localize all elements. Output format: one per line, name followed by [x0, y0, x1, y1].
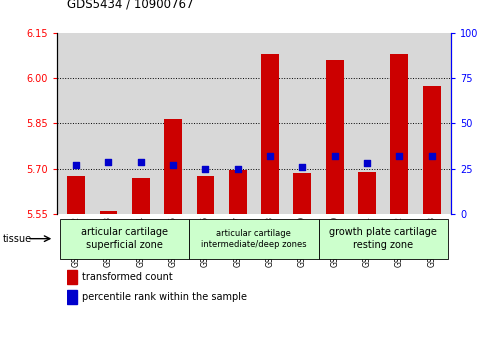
- Bar: [293, 174, 311, 214]
- Point: [137, 159, 144, 164]
- Point: [72, 162, 80, 168]
- Bar: [423, 86, 441, 214]
- Bar: [132, 178, 150, 214]
- Point: [202, 166, 210, 172]
- Text: tissue: tissue: [2, 234, 32, 244]
- Text: articular cartilage
intermediate/deep zones: articular cartilage intermediate/deep zo…: [201, 229, 307, 249]
- Point: [234, 166, 242, 172]
- Point: [331, 153, 339, 159]
- Bar: [326, 60, 344, 214]
- Text: percentile rank within the sample: percentile rank within the sample: [82, 292, 247, 302]
- Bar: [67, 176, 85, 214]
- Bar: [358, 172, 376, 214]
- Point: [266, 153, 274, 159]
- Point: [298, 164, 306, 170]
- Text: GDS5434 / 10900767: GDS5434 / 10900767: [67, 0, 193, 11]
- Bar: [318, 219, 448, 259]
- Point: [169, 162, 177, 168]
- Bar: [67, 290, 77, 304]
- Bar: [189, 219, 318, 259]
- Point: [395, 153, 403, 159]
- Bar: [164, 119, 182, 214]
- Bar: [261, 54, 279, 214]
- Bar: [100, 211, 117, 214]
- Text: growth plate cartilage
resting zone: growth plate cartilage resting zone: [329, 228, 437, 250]
- Bar: [197, 176, 214, 214]
- Text: transformed count: transformed count: [82, 272, 173, 282]
- Point: [105, 159, 112, 164]
- Bar: [67, 270, 77, 284]
- Text: articular cartilage
superficial zone: articular cartilage superficial zone: [81, 228, 168, 250]
- Bar: [60, 219, 189, 259]
- Point: [428, 153, 436, 159]
- Bar: [390, 54, 408, 214]
- Bar: [229, 170, 246, 214]
- Point: [363, 160, 371, 166]
